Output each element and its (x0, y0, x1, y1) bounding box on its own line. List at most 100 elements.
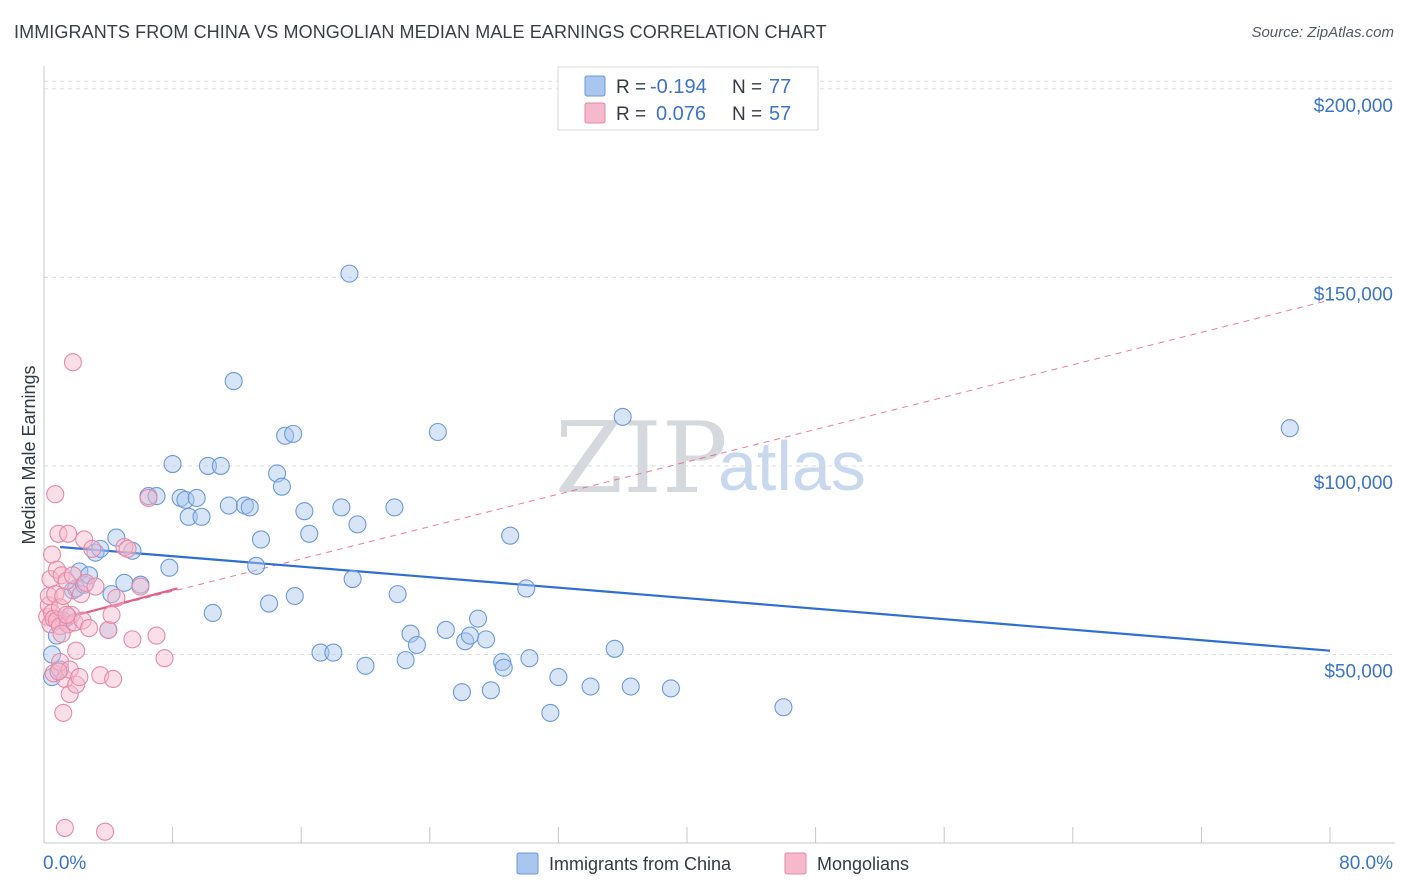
point-mongolians (52, 624, 71, 643)
y-tick-label: $100,000 (1314, 473, 1393, 494)
point-mongolians (71, 585, 91, 604)
point-immigrants-from-china (774, 698, 793, 717)
series-immigrants-from-china (42, 264, 1299, 722)
point-mongolians (76, 573, 95, 592)
y-tick-label: $50,000 (1324, 661, 1393, 682)
point-immigrants-from-china (272, 477, 291, 496)
point-immigrants-from-china (284, 424, 303, 443)
point-mongolians (60, 660, 79, 679)
point-immigrants-from-china (520, 649, 539, 668)
point-immigrants-from-china (385, 498, 404, 517)
stats-n-label-blue: N = (732, 77, 762, 98)
point-immigrants-from-china (343, 569, 362, 589)
point-immigrants-from-china (460, 626, 480, 645)
point-immigrants-from-china (160, 558, 179, 577)
point-mongolians (123, 630, 142, 649)
point-mongolians (99, 620, 118, 640)
stats-n-value-blue: 77 (769, 76, 791, 98)
point-immigrants-from-china (259, 594, 279, 613)
watermark-zip: ZIP (555, 402, 728, 516)
point-immigrants-from-china (187, 488, 206, 508)
point-mongolians (51, 652, 70, 672)
point-mongolians (139, 488, 158, 508)
point-immigrants-from-china (240, 498, 259, 517)
point-immigrants-from-china (388, 585, 407, 604)
point-immigrants-from-china (356, 656, 375, 675)
point-immigrants-from-china (621, 677, 640, 696)
point-immigrants-from-china (348, 515, 367, 534)
point-mongolians (73, 611, 92, 630)
point-immigrants-from-china (549, 668, 568, 687)
point-mongolians (57, 605, 76, 624)
point-immigrants-from-china (401, 624, 420, 643)
point-immigrants-from-china (179, 507, 198, 526)
point-immigrants-from-china (251, 530, 271, 549)
point-immigrants-from-china (581, 677, 600, 696)
point-immigrants-from-china (605, 639, 624, 658)
point-mongolians (49, 524, 68, 543)
point-mongolians (115, 537, 134, 557)
point-mongolians (54, 586, 73, 606)
point-mongolians (147, 626, 166, 645)
legend-label-immigrants-from-china: Immigrants from China (549, 854, 732, 874)
stats-swatch-blue (584, 75, 606, 97)
point-mongolians (96, 822, 115, 841)
point-mongolians (107, 588, 126, 607)
point-mongolians (79, 619, 99, 638)
point-immigrants-from-china (428, 422, 447, 442)
point-immigrants-from-china (247, 556, 266, 575)
point-mongolians (131, 577, 150, 596)
point-immigrants-from-china (494, 658, 513, 677)
legend-swatch-mongolians (784, 852, 807, 875)
y-tick-label: $200,000 (1314, 96, 1393, 117)
stats-n-value-pink: 57 (769, 103, 791, 125)
point-immigrants-from-china (324, 643, 343, 662)
point-immigrants-from-china (224, 372, 243, 391)
stats-r-label-pink: R = (616, 104, 646, 125)
point-mongolians (86, 577, 105, 596)
point-mongolians (54, 703, 73, 722)
y-tick-label: $150,000 (1314, 284, 1393, 305)
source-note: Source: ZipAtlas.com (1251, 24, 1394, 41)
legend: Immigrants from China Mongolians (516, 852, 909, 875)
point-immigrants-from-china (211, 456, 230, 475)
point-immigrants-from-china (436, 620, 455, 640)
point-immigrants-from-china (332, 498, 351, 517)
trend-line-mongolians-extended (48, 299, 1331, 623)
stats-box: R = -0.194 N = 77 R = 0.076 N = 57 (557, 66, 819, 131)
point-immigrants-from-china (198, 456, 218, 475)
stats-r-value-pink: 0.076 (656, 103, 706, 125)
y-axis-title: Median Male Earnings (19, 365, 39, 544)
point-immigrants-from-china (1280, 419, 1299, 438)
point-mongolians (60, 685, 79, 704)
stats-swatch-pink (584, 102, 606, 124)
point-mongolians (70, 668, 89, 687)
point-immigrants-from-china (541, 703, 560, 722)
point-immigrants-from-china (219, 496, 238, 515)
point-mongolians (83, 539, 102, 558)
stats-n-label-pink: N = (732, 104, 762, 125)
point-immigrants-from-china (300, 524, 319, 543)
point-mongolians (59, 524, 78, 543)
point-immigrants-from-china (203, 603, 222, 623)
point-mongolians (102, 605, 121, 624)
point-immigrants-from-china (452, 683, 472, 702)
x-tick-label-max: 80.0% (1339, 853, 1393, 874)
point-mongolians (155, 649, 174, 668)
point-mongolians (55, 818, 74, 837)
point-immigrants-from-china (661, 679, 680, 698)
legend-label-mongolians: Mongolians (817, 854, 909, 874)
point-immigrants-from-china (192, 507, 211, 526)
x-tick-label-min: 0.0% (43, 853, 86, 874)
stats-r-label-blue: R = (616, 77, 646, 98)
point-mongolians (67, 641, 86, 660)
point-immigrants-from-china (295, 502, 314, 521)
axes (43, 66, 1395, 844)
point-immigrants-from-china (163, 454, 182, 474)
point-mongolians (42, 545, 62, 564)
point-immigrants-from-china (115, 573, 134, 592)
point-immigrants-from-china (285, 586, 304, 606)
legend-swatch-immigrants-from-china (516, 852, 539, 875)
point-immigrants-from-china (501, 526, 520, 545)
